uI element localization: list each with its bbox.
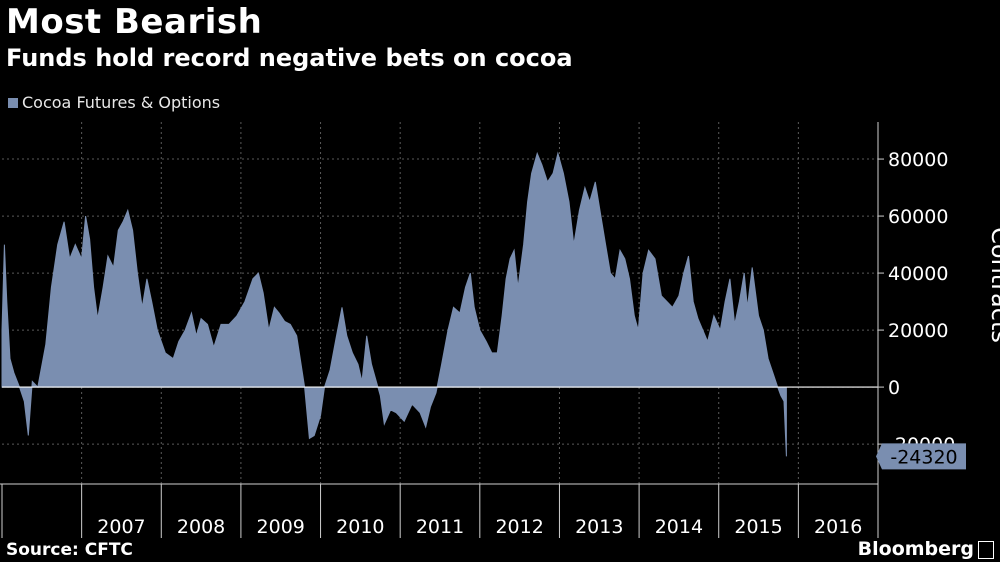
chart-subtitle: Funds hold record negative bets on cocoa — [6, 44, 573, 72]
y-tick-label: 0 — [888, 377, 900, 399]
area-series — [1, 151, 787, 457]
brand-icon — [978, 541, 994, 559]
callout-label: -24320 — [890, 446, 957, 468]
y-axis-label: Contracts — [986, 227, 1000, 343]
chart-title: Most Bearish — [6, 2, 263, 42]
legend-label: Cocoa Futures & Options — [22, 93, 221, 112]
y-tick-label: 20000 — [888, 320, 948, 342]
brand-logo: Bloomberg — [857, 538, 974, 560]
callout-box — [876, 443, 966, 470]
x-tick-label: 2014 — [655, 516, 703, 538]
last-value-callout: -24320 — [876, 443, 966, 470]
y-tick-label: 80000 — [888, 149, 948, 171]
x-tick-label: 2013 — [575, 516, 623, 538]
source-note: Source: CFTC — [6, 540, 133, 560]
x-tick-label: 2012 — [495, 516, 543, 538]
legend: Cocoa Futures & Options — [8, 93, 220, 112]
y-tick-label: 60000 — [888, 206, 948, 228]
x-tick-label: 2016 — [814, 516, 862, 538]
x-tick-label: 2010 — [336, 516, 384, 538]
x-tick-label: 2007 — [97, 516, 145, 538]
legend-swatch — [8, 97, 18, 108]
x-tick-label: 2008 — [177, 516, 225, 538]
area-layer — [1, 151, 787, 457]
y-tick-label: 40000 — [888, 263, 948, 285]
x-tick-label: 2009 — [257, 516, 305, 538]
x-tick-label: 2011 — [416, 516, 464, 538]
x-tick-label: 2015 — [734, 516, 782, 538]
